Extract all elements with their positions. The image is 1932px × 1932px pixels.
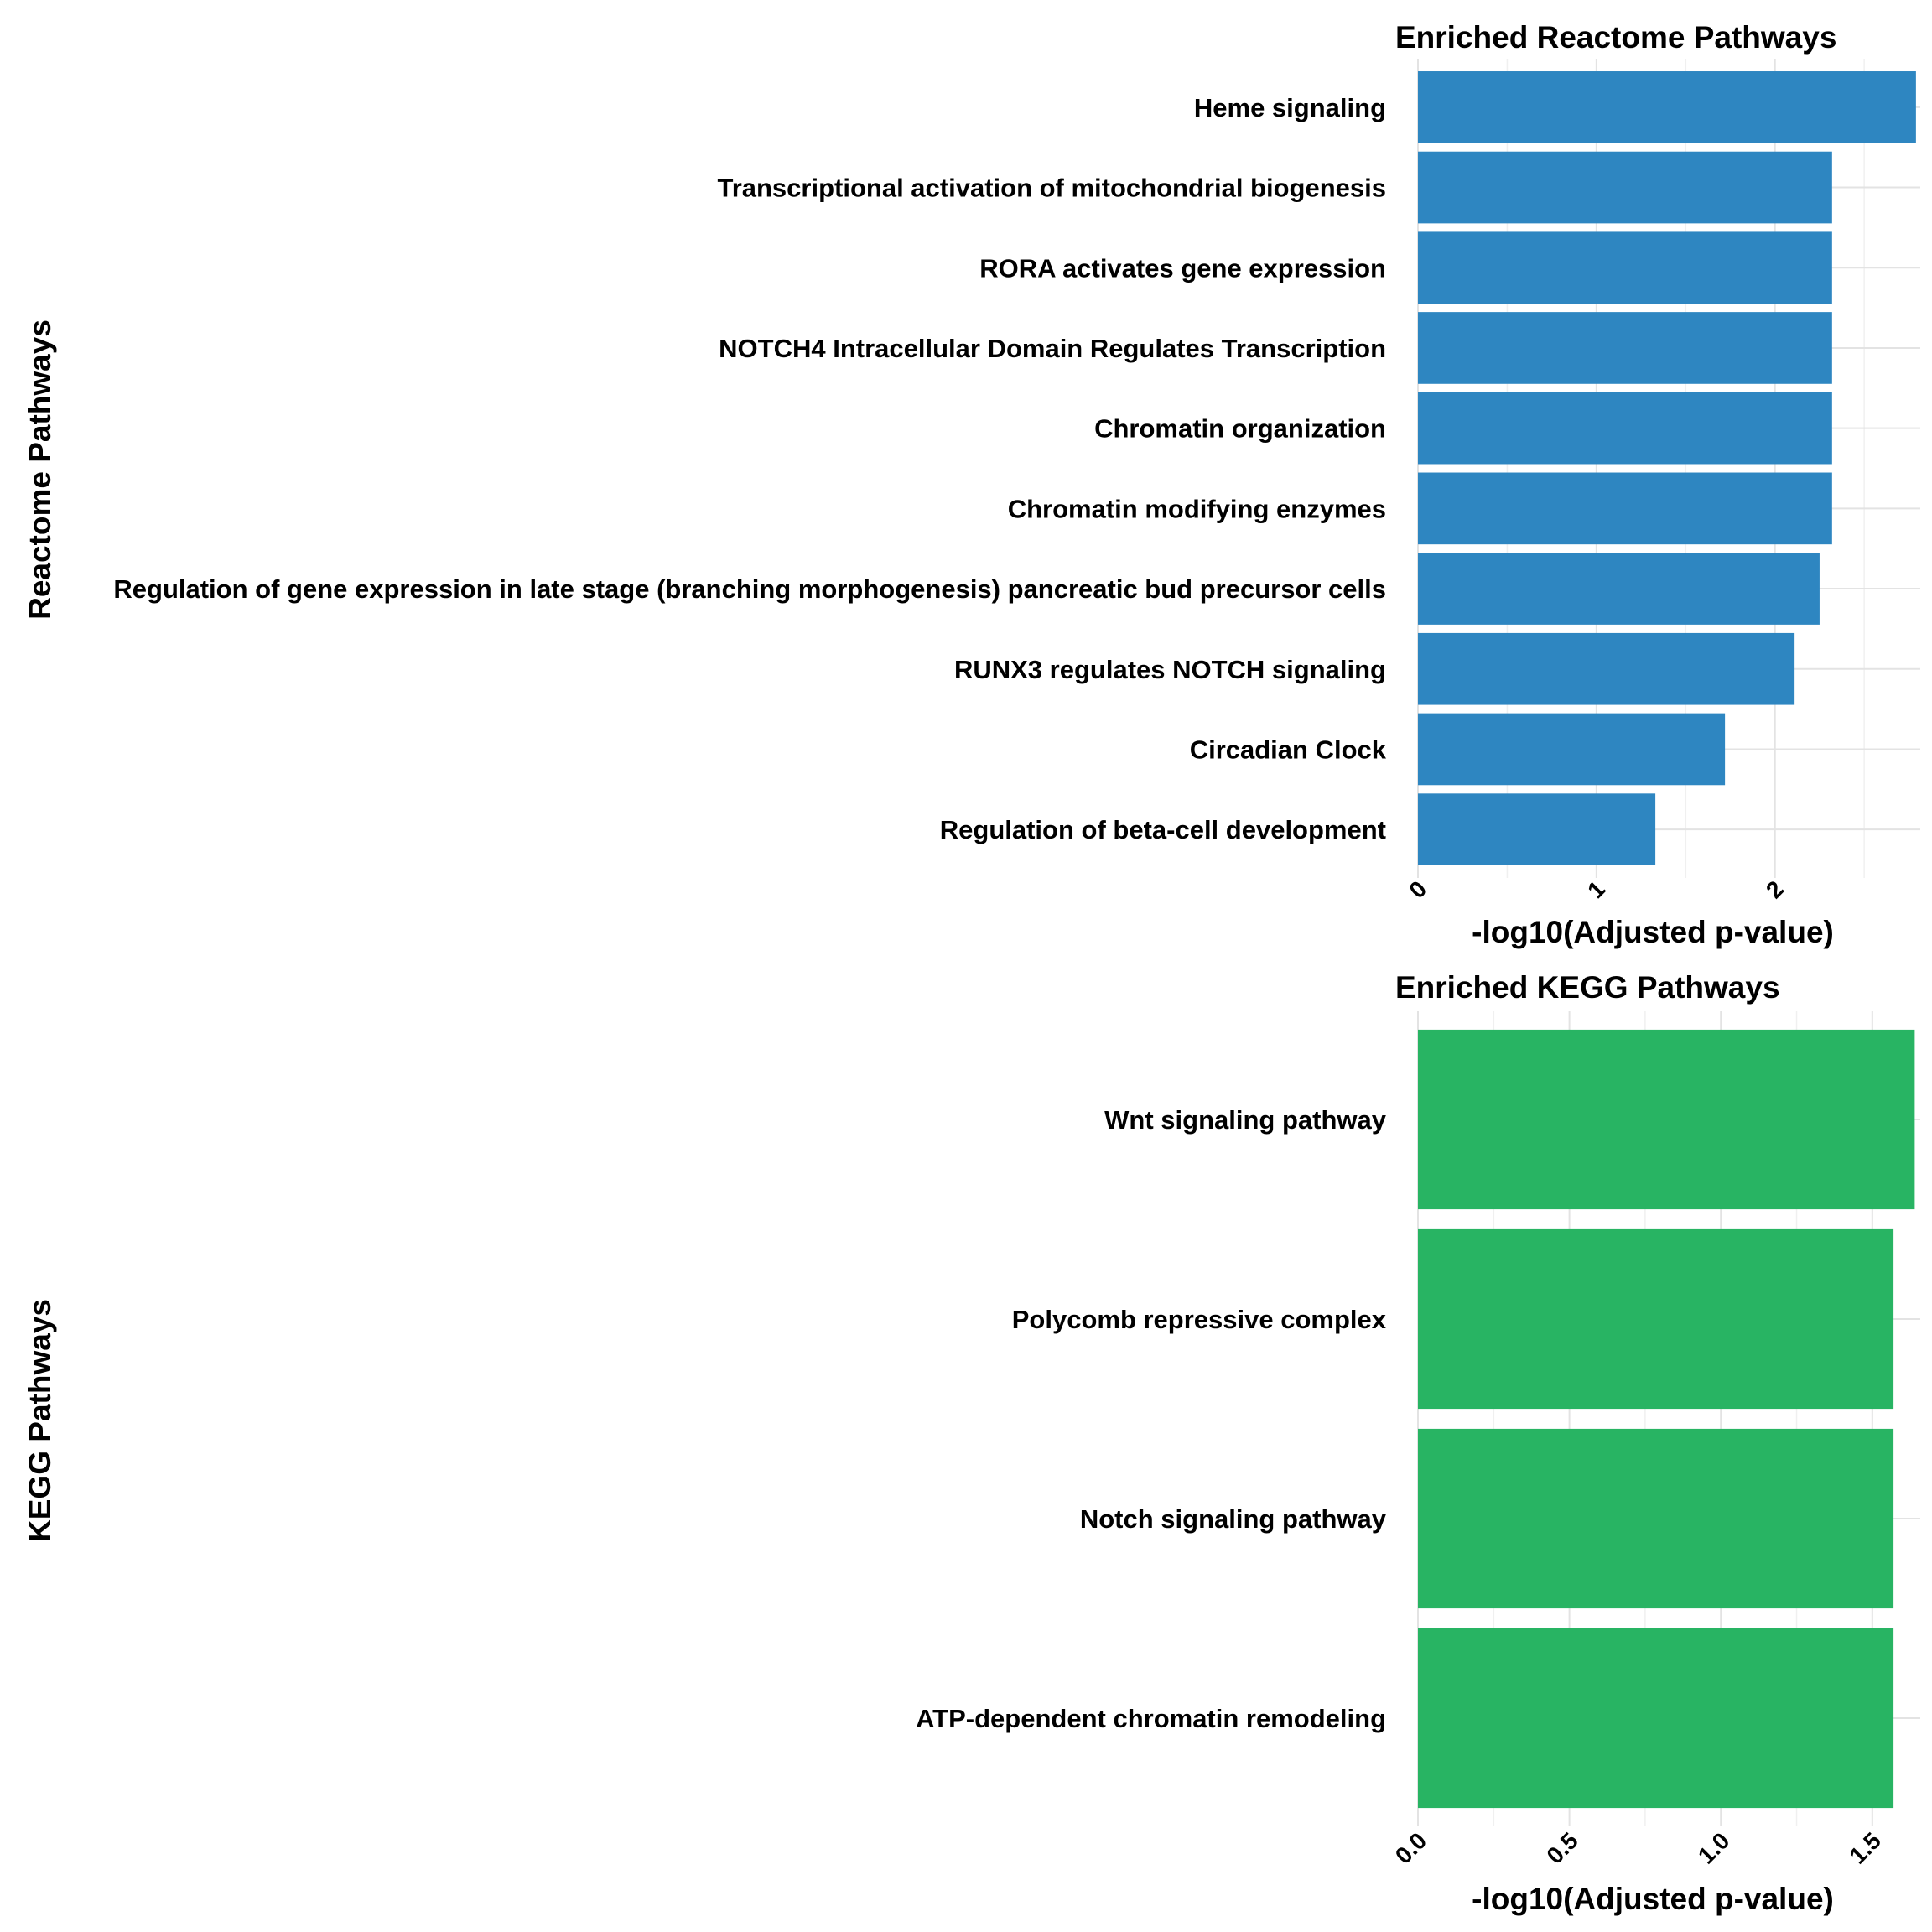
reactome-bar <box>1418 312 1832 384</box>
kegg-bar <box>1418 1628 1894 1809</box>
kegg-category-label: ATP-dependent chromatin remodeling <box>916 1704 1386 1733</box>
kegg-category-label: Wnt signaling pathway <box>1104 1105 1387 1135</box>
reactome-x-tick-label: 2 <box>1761 875 1789 903</box>
reactome-x-axis-title: -log10(Adjusted p-value) <box>1472 915 1834 949</box>
kegg-bar <box>1418 1029 1915 1210</box>
reactome-category-labels: Heme signaling Transcriptional activation… <box>113 93 1386 844</box>
kegg-bar <box>1418 1228 1894 1410</box>
kegg-bar <box>1418 1428 1894 1609</box>
reactome-x-tick-labels: 0 1 2 <box>1404 875 1789 903</box>
reactome-category-label: Chromatin organization <box>1094 414 1386 444</box>
kegg-chart-title: Enriched KEGG Pathways <box>1395 970 1780 1005</box>
reactome-category-label: Transcriptional activation of mitochondr… <box>717 174 1386 203</box>
kegg-x-tick-label: 0.0 <box>1390 1827 1431 1868</box>
kegg-category-labels: Wnt signaling pathway Polycomb repressive… <box>916 1105 1387 1733</box>
reactome-category-label: Chromatin modifying enzymes <box>1008 494 1386 523</box>
reactome-category-label: Regulation of gene expression in late st… <box>113 574 1386 604</box>
reactome-y-axis-title: Reactome Pathways <box>23 319 57 620</box>
reactome-x-tick-label: 0 <box>1404 875 1431 903</box>
reactome-category-label: RORA activates gene expression <box>979 253 1386 283</box>
kegg-x-tick-label: 1.5 <box>1845 1827 1886 1868</box>
kegg-x-tick-label: 0.5 <box>1541 1827 1582 1868</box>
reactome-bar <box>1418 472 1832 545</box>
reactome-category-label: Regulation of beta-cell development <box>940 815 1386 844</box>
reactome-bars <box>1418 71 1916 865</box>
kegg-x-axis-title: -log10(Adjusted p-value) <box>1472 1882 1834 1916</box>
reactome-bar <box>1418 713 1726 786</box>
kegg-panel: Wnt signaling pathway Polycomb repressive… <box>23 970 1920 1916</box>
reactome-chart-title: Enriched Reactome Pathways <box>1395 20 1836 55</box>
reactome-x-tick-label: 1 <box>1582 875 1610 903</box>
reactome-category-label: Heme signaling <box>1194 93 1386 122</box>
reactome-category-label: Circadian Clock <box>1190 735 1387 764</box>
kegg-category-label: Notch signaling pathway <box>1080 1504 1387 1534</box>
reactome-category-label: NOTCH4 Intracellular Domain Regulates Tr… <box>719 334 1386 363</box>
reactome-bar <box>1418 793 1656 865</box>
reactome-bar <box>1418 71 1916 143</box>
reactome-panel: Heme signaling Transcriptional activation… <box>23 20 1920 949</box>
reactome-bar <box>1418 231 1832 304</box>
reactome-bar <box>1418 632 1795 705</box>
kegg-x-tick-labels: 0.0 0.5 1.0 1.5 <box>1390 1827 1886 1868</box>
reactome-bar <box>1418 553 1820 625</box>
kegg-bars <box>1418 1029 1915 1809</box>
reactome-bar <box>1418 392 1832 465</box>
kegg-x-tick-label: 1.0 <box>1693 1827 1734 1868</box>
reactome-bar <box>1418 151 1832 224</box>
reactome-category-label: RUNX3 regulates NOTCH signaling <box>954 655 1386 684</box>
kegg-y-axis-title: KEGG Pathways <box>23 1299 57 1542</box>
kegg-category-label: Polycomb repressive complex <box>1012 1305 1387 1334</box>
